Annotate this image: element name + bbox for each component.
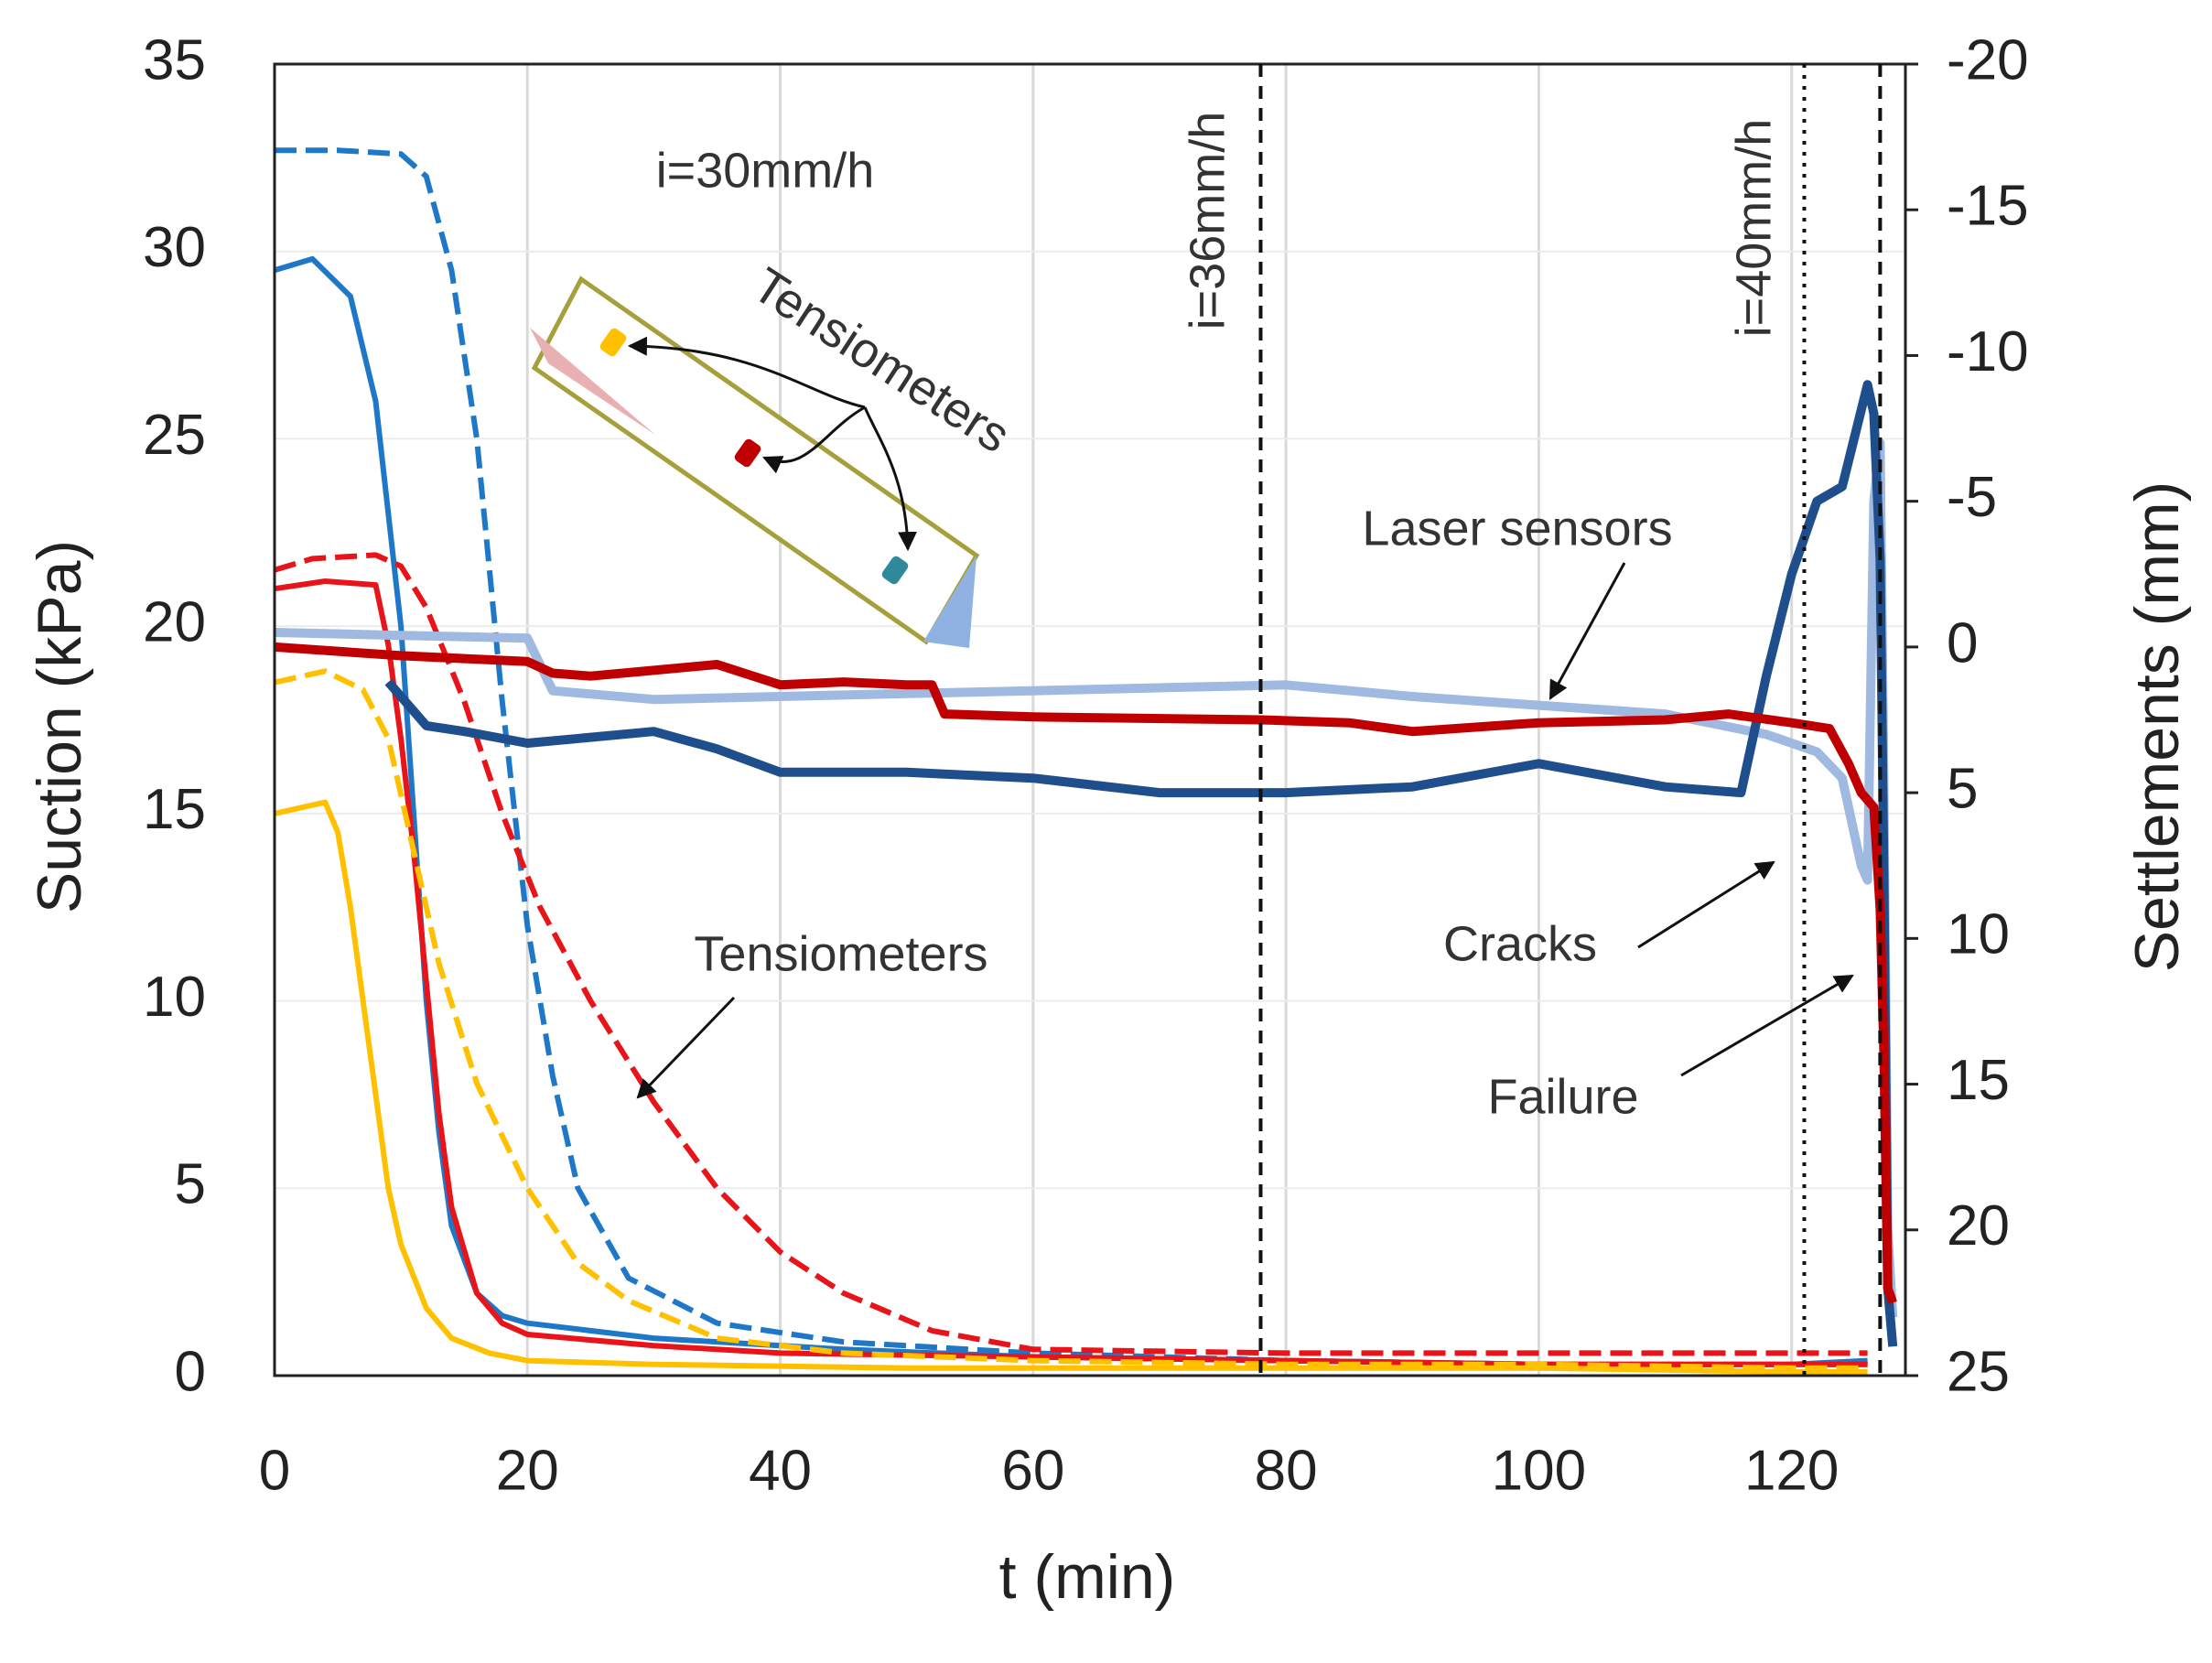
x-tick-label: 60	[1001, 1439, 1064, 1502]
y2-tick-label: 10	[1947, 903, 2010, 966]
series-line	[275, 443, 1893, 1317]
chart: i=30mm/h i=36mm/h i=40mm/h Tensiometers …	[0, 0, 2212, 1663]
y2-tick-label: 20	[1947, 1194, 2010, 1258]
y-tick-label: 30	[143, 216, 206, 279]
annotation-arrows	[638, 563, 1852, 1097]
series-line	[275, 581, 1868, 1365]
annotation: Failure	[1487, 1069, 1638, 1124]
y2-tick-label: -20	[1947, 28, 2029, 92]
inset-diagram	[530, 279, 977, 648]
y-axis-title: Suction (kPa)	[25, 540, 94, 913]
page: i=30mm/h i=36mm/h i=40mm/h Tensiometers …	[0, 0, 2212, 1663]
x-tick-label: 100	[1492, 1439, 1586, 1502]
y-tick-label: 10	[143, 966, 206, 1029]
y-tick-label: 5	[175, 1153, 206, 1216]
y2-tick-label: 15	[1947, 1049, 2010, 1112]
x-tick-label: 40	[749, 1439, 812, 1502]
y2-tick-label: 25	[1947, 1340, 2010, 1403]
annotation: i=30mm/h	[656, 143, 875, 198]
annotation: i=36mm/h	[1180, 112, 1235, 330]
y2-tick-label: -10	[1947, 320, 2029, 383]
series-line	[275, 150, 1868, 1365]
x-tick-label: 120	[1744, 1439, 1839, 1502]
arrow	[1550, 563, 1624, 698]
y2-axis-title: Settlements (mm)	[2122, 481, 2192, 973]
series-line	[275, 555, 1868, 1353]
x-tick-label: 0	[259, 1439, 290, 1502]
x-tick-label: 80	[1255, 1439, 1318, 1502]
slope-box	[534, 279, 977, 642]
y2-tick-label: -15	[1947, 175, 2029, 238]
annotation: i=40mm/h	[1726, 119, 1781, 338]
arrow	[638, 998, 734, 1097]
y-tick-label: 35	[143, 28, 206, 92]
annotation: Cracks	[1443, 916, 1597, 971]
x-axis-title: t (min)	[999, 1542, 1176, 1612]
y-tick-label: 15	[143, 778, 206, 841]
annotation: Laser sensors	[1362, 501, 1672, 556]
y2-tick-label: 0	[1947, 611, 1978, 675]
y-tick-label: 20	[143, 591, 206, 654]
y-tick-label: 0	[175, 1340, 206, 1403]
arrow	[1681, 976, 1852, 1075]
y2-tick-label: -5	[1947, 466, 1997, 529]
y-tick-label: 25	[143, 404, 206, 467]
annotation: Tensiometers	[694, 926, 987, 981]
y2-tick-label: 5	[1947, 757, 1978, 820]
series-line	[275, 259, 1868, 1365]
arrow	[1638, 862, 1774, 947]
x-tick-label: 20	[496, 1439, 559, 1502]
